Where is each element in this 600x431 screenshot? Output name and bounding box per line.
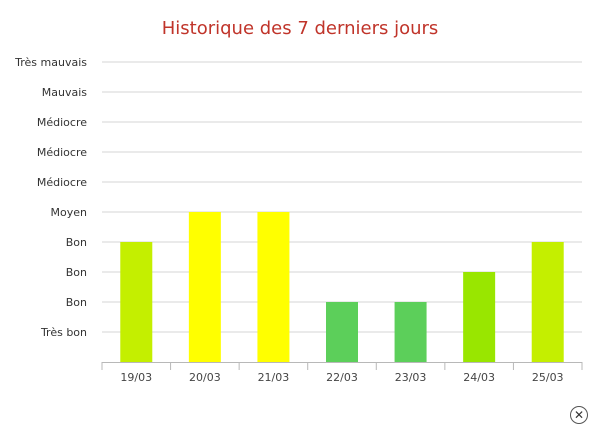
x-tick-label: 22/03 [326, 371, 358, 384]
x-tick-label: 24/03 [463, 371, 495, 384]
y-tick-label: Moyen [51, 206, 87, 219]
x-tick-label: 25/03 [532, 371, 564, 384]
close-icon[interactable]: ✕ [570, 406, 588, 424]
bar[interactable] [188, 212, 221, 362]
y-tick-label: Médiocre [37, 146, 87, 159]
bar[interactable] [463, 272, 496, 362]
bar[interactable] [257, 212, 290, 362]
y-tick-label: Bon [66, 296, 87, 309]
y-tick-label: Mauvais [42, 86, 88, 99]
bars [120, 212, 564, 362]
bar[interactable] [531, 242, 564, 362]
y-axis-labels: Très bon Bon Bon Bon Moyen Médiocre Médiocre Mé… [14, 56, 87, 339]
x-tick-label: 20/03 [189, 371, 221, 384]
grid-lines [102, 61, 582, 333]
y-tick-label: Très bon [40, 326, 87, 339]
y-tick-label: Médiocre [37, 116, 87, 129]
bar[interactable] [394, 302, 427, 362]
x-tick-label: 23/03 [395, 371, 427, 384]
chart-title: Historique des 7 derniers jours [162, 18, 439, 39]
x-tick-label: 19/03 [120, 371, 152, 384]
y-tick-label: Très mauvais [14, 56, 87, 69]
y-tick-label: Médiocre [37, 176, 87, 189]
x-axis: 19/03 20/03 21/03 22/03 23/03 24/03 25/03 [101, 362, 583, 384]
bar[interactable] [120, 242, 153, 362]
y-tick-label: Bon [66, 266, 87, 279]
bar[interactable] [326, 302, 358, 362]
y-tick-label: Bon [66, 236, 87, 249]
x-tick-label: 21/03 [258, 371, 290, 384]
